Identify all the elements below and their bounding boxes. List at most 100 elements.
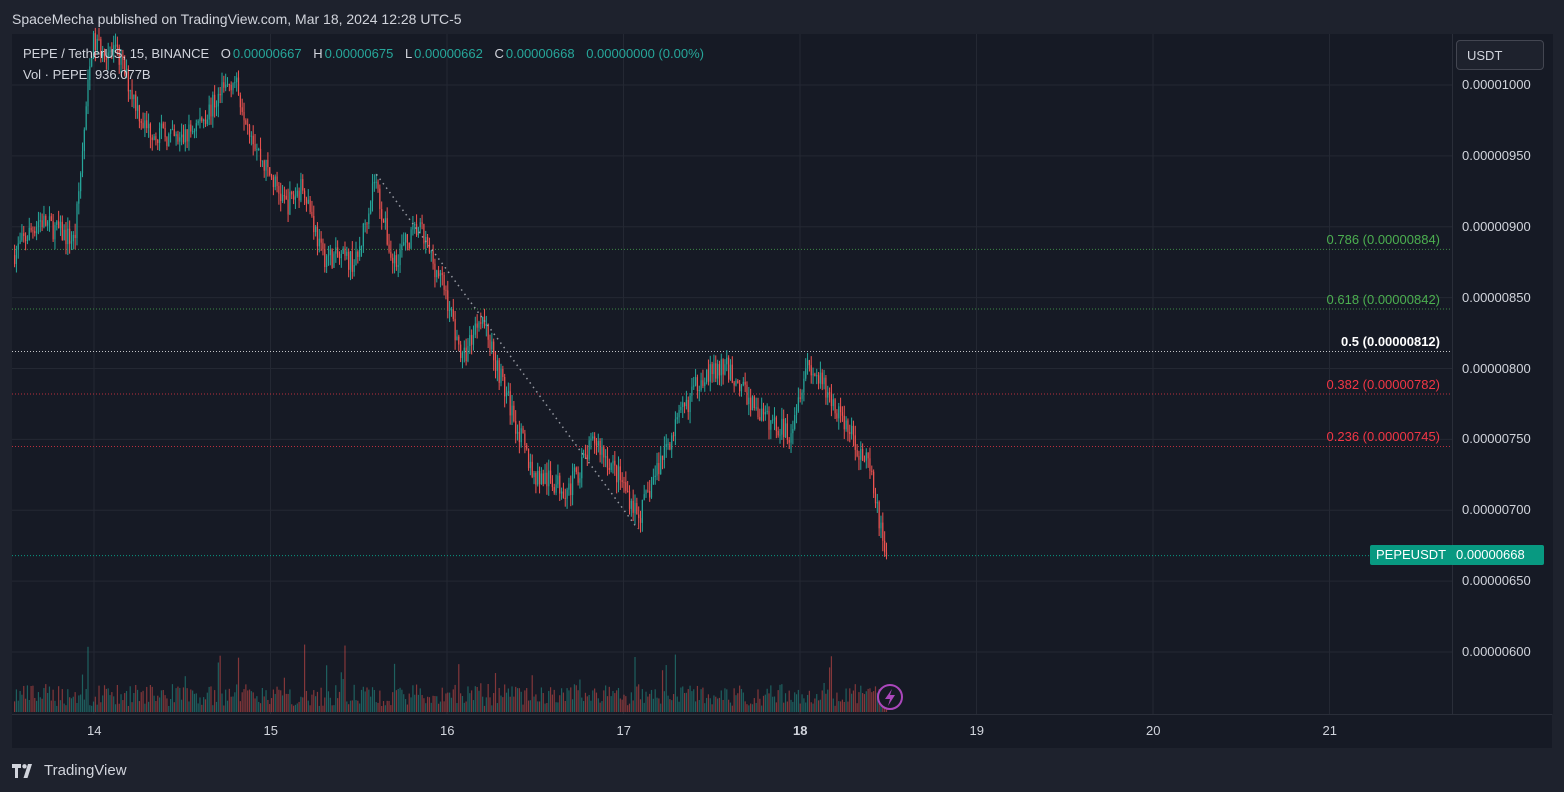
volume-bar: [50, 700, 52, 712]
candle-body: [542, 473, 544, 484]
candle-body: [239, 95, 241, 108]
volume-bar: [228, 688, 230, 712]
candle-body: [146, 120, 148, 129]
volume-bar: [26, 685, 29, 712]
candle-body: [114, 44, 117, 46]
volume-bar: [78, 695, 80, 712]
volume-bar: [784, 693, 787, 712]
volume-bar: [544, 703, 546, 712]
candle-body: [568, 483, 570, 490]
volume-bar: [685, 692, 688, 712]
volume-bar: [324, 697, 326, 712]
volume-bar: [513, 696, 515, 712]
candle-body: [851, 425, 853, 434]
volume-bar: [683, 693, 686, 712]
volume-bar: [285, 693, 287, 712]
candle-body: [862, 448, 864, 461]
candle-body: [54, 224, 56, 240]
volume-bar: [426, 696, 429, 712]
volume-bar: [641, 689, 643, 712]
volume-bar: [860, 685, 862, 712]
volume-bar: [443, 701, 445, 712]
candle-body: [98, 38, 100, 40]
candle-body: [515, 421, 517, 434]
candle-body: [149, 123, 152, 138]
volume-bar: [801, 694, 803, 712]
volume-bar: [375, 702, 377, 712]
candle-body: [449, 310, 451, 312]
candle-body: [689, 395, 691, 413]
candle-body: [184, 129, 186, 143]
candle-body: [482, 316, 484, 324]
candle-body: [502, 368, 504, 378]
volume-bar: [533, 696, 535, 712]
candle-body: [592, 436, 594, 439]
volume-bar: [371, 687, 374, 712]
candle-body: [661, 455, 664, 460]
candle-body: [280, 193, 282, 201]
volume-bar: [72, 696, 74, 712]
candle-body: [228, 84, 230, 86]
volume-bar: [704, 703, 706, 712]
volume-bar: [469, 693, 471, 712]
volume-bar: [783, 702, 785, 712]
candle-body: [874, 493, 877, 504]
candle-body: [873, 471, 875, 494]
volume-bar: [168, 705, 170, 712]
candle-body: [808, 360, 810, 366]
volume-bar: [614, 693, 616, 712]
legend-symbol[interactable]: PEPE / TetherUS, 15, BINANCE: [23, 46, 210, 61]
volume-bar: [724, 688, 726, 712]
candle-body: [113, 45, 115, 52]
volume-bar: [318, 705, 320, 712]
tradingview-logo[interactable]: TradingView: [12, 762, 127, 779]
candle-body: [858, 455, 860, 460]
candle-body: [124, 59, 126, 75]
candle-body: [801, 392, 803, 399]
candle-body: [19, 240, 21, 244]
candle-body: [247, 124, 249, 126]
volume-bar: [839, 701, 842, 712]
candle-body: [639, 518, 642, 523]
date-tick-label: 14: [87, 723, 102, 738]
volume-bar: [638, 684, 640, 712]
volume-bar: [819, 699, 822, 712]
candle-body: [87, 79, 89, 107]
time-axis[interactable]: [12, 714, 1552, 749]
candle-body: [287, 199, 289, 215]
volume-bar: [309, 705, 311, 712]
candle-body: [265, 159, 267, 171]
volume-label[interactable]: Vol · PEPE: [23, 67, 88, 82]
volume-bar: [650, 689, 653, 712]
candle-body: [32, 230, 34, 232]
volume-bar: [447, 692, 449, 712]
price-tick-label: 0.00000650: [1462, 573, 1531, 589]
volume-bar: [527, 700, 530, 712]
candle-body: [17, 243, 19, 250]
trend-line[interactable]: [375, 173, 639, 530]
volume-bar: [417, 694, 420, 712]
candle-body: [296, 190, 298, 197]
candle-body: [245, 120, 247, 125]
candle-body: [810, 365, 812, 376]
candle-body: [548, 470, 550, 487]
volume-bar: [267, 699, 269, 712]
price-tick-label: 0.00000900: [1462, 218, 1531, 234]
candle-body: [740, 385, 743, 392]
volume-bar: [236, 684, 238, 712]
candle-body: [610, 463, 612, 470]
volume-bar: [329, 697, 331, 712]
candle-body: [219, 93, 221, 96]
candle-body: [423, 224, 425, 244]
candle-body: [790, 433, 792, 443]
volume-bar: [665, 665, 667, 712]
volume-bar: [873, 691, 875, 712]
lightning-icon[interactable]: [877, 684, 903, 710]
legend-open-label: O: [220, 46, 231, 61]
price-axis[interactable]: [1452, 34, 1553, 714]
volume-bar: [728, 699, 730, 712]
volume-bar: [720, 690, 722, 712]
currency-button[interactable]: USDT: [1456, 40, 1544, 70]
volume-bar: [828, 667, 831, 712]
candle-body: [693, 385, 695, 387]
